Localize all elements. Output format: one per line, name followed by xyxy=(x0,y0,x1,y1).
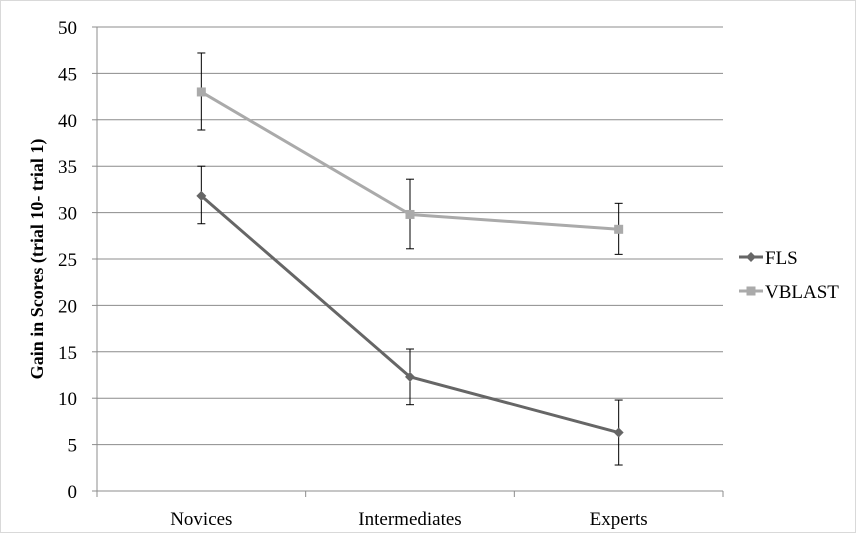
series-lines xyxy=(196,52,624,466)
series-fls xyxy=(196,165,624,466)
x-tick-label: Intermediates xyxy=(358,509,461,530)
series-vblast xyxy=(196,52,624,255)
y-tick-label: 20 xyxy=(58,296,77,317)
legend: FLS VBLAST xyxy=(739,248,839,303)
data-point xyxy=(614,224,624,234)
y-tick-label: 15 xyxy=(58,343,77,364)
tick-labels: 0 5 10 15 20 25 30 35 40 45 50 Novices Intermediates… xyxy=(58,18,648,530)
y-tick-label: 10 xyxy=(58,389,77,410)
axes xyxy=(92,26,724,497)
y-tick-label: 35 xyxy=(58,157,77,178)
y-tick-label: 40 xyxy=(58,111,77,132)
y-tick-label: 5 xyxy=(68,436,78,457)
x-tick-label: Experts xyxy=(590,509,648,530)
y-tick-label: 0 xyxy=(68,482,78,503)
data-point xyxy=(196,87,206,97)
y-tick-label: 30 xyxy=(58,204,77,225)
legend-entry-fls: FLS xyxy=(739,248,798,269)
legend-swatch-marker xyxy=(746,286,756,296)
x-tick-label: Novices xyxy=(170,509,232,530)
legend-label: VBLAST xyxy=(765,282,839,303)
data-point xyxy=(613,427,624,438)
data-point xyxy=(196,190,207,201)
y-axis-title: Gain in Scores (trial 10- trial 1) xyxy=(27,139,48,380)
data-point xyxy=(405,371,415,382)
y-tick-label: 25 xyxy=(58,250,77,271)
y-tick-label: 45 xyxy=(58,64,77,85)
legend-entry-vblast: VBLAST xyxy=(739,282,839,303)
y-tick-label: 50 xyxy=(58,18,77,39)
legend-swatch-marker xyxy=(746,252,756,262)
legend-label: FLS xyxy=(765,248,798,269)
data-point xyxy=(405,209,415,219)
